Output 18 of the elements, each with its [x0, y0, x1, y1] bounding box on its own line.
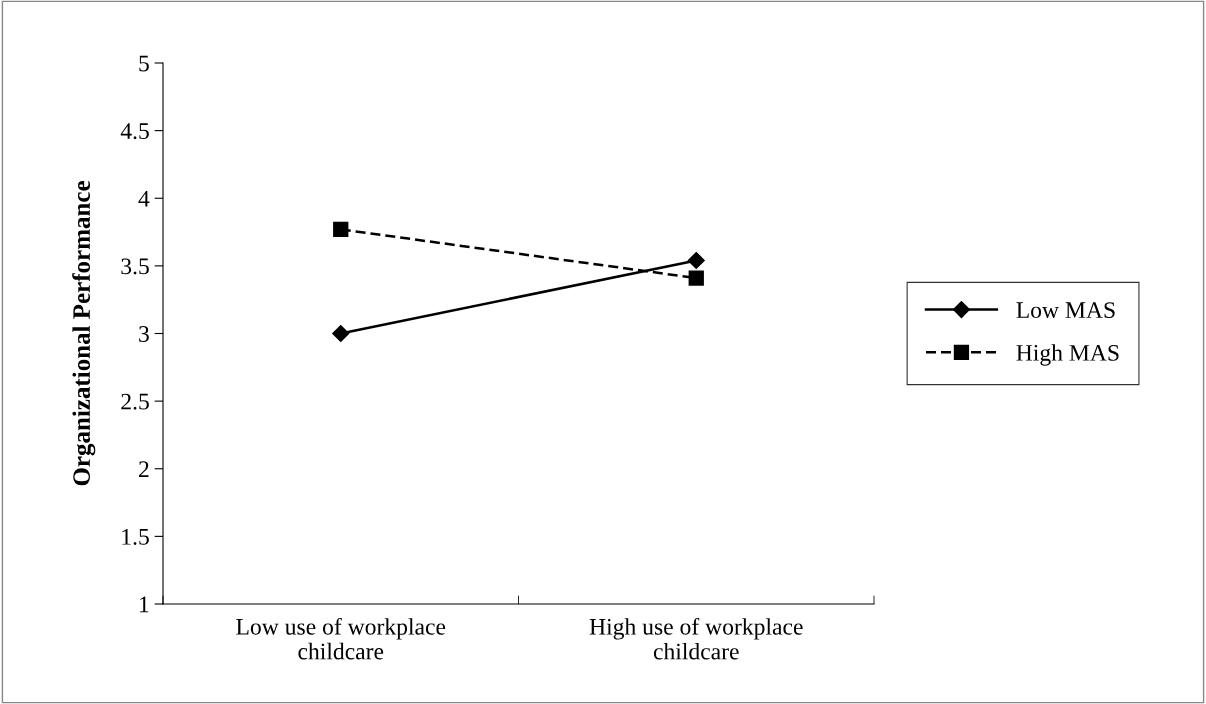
y-tick-label: 5: [139, 55, 149, 72]
y-tick-label: 1.5: [122, 528, 149, 545]
x-tick-label: Low use of workplace childcare: [236, 617, 446, 660]
y-tick-label: 2: [139, 461, 149, 477]
legend-label: High MAS: [1016, 344, 1119, 366]
x-tick-label: High use of workplace childcare: [589, 617, 803, 660]
legend-label: Low MAS: [1016, 302, 1115, 319]
y-tick-label: 4.5: [120, 123, 149, 140]
y-axis-title: Organizational Performance: [72, 181, 96, 486]
point: [333, 221, 349, 237]
y-tick-label: 4: [138, 190, 150, 207]
y-tick-label: 3.5: [121, 258, 149, 275]
y-tick-label: 3: [139, 326, 149, 342]
y-tick-label: 2.5: [121, 393, 149, 410]
y-tick-label: 1: [140, 596, 149, 613]
point: [688, 270, 704, 286]
point: [332, 324, 350, 343]
point: [687, 251, 705, 270]
